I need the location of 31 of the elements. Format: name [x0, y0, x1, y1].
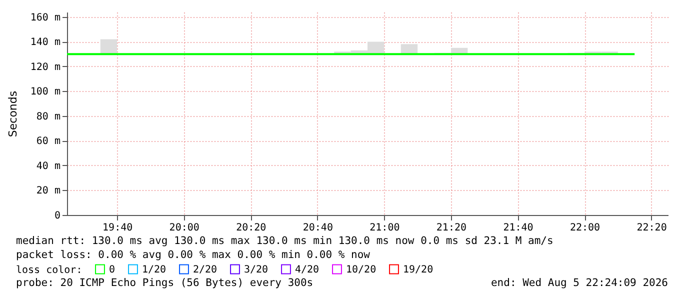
x-tick-label: 19:40 — [102, 222, 133, 234]
y-tick-label: 120 m — [30, 62, 60, 73]
x-tick-label: 21:20 — [436, 222, 467, 234]
x-tick-label: 20:20 — [236, 222, 266, 234]
x-tick-label: 20:40 — [302, 222, 333, 234]
y-tick-label: 80 m — [36, 111, 60, 122]
y-tick-label: 100 m — [30, 86, 60, 98]
text: end: Wed Aug 5 22:24:09 2026 — [490, 277, 668, 289]
text: median rtt: 130.0 ms avg 130.0 ms max 130.0 ms min 130.0 ms now 0.0 ms sd 23.1 M am/s — [16, 235, 554, 247]
legend-label: 2/20 — [193, 264, 218, 276]
legend-label: 10/20 — [346, 264, 376, 276]
y-axis-title: Seconds — [6, 90, 20, 138]
text: packet loss: 0.00 % avg 0.00 % max 0.00 % min 0.00 % now — [16, 249, 371, 261]
legend-label: 0 — [109, 264, 116, 276]
x-tick-label: 22:00 — [570, 222, 600, 234]
legend-title: loss color: — [16, 265, 82, 276]
y-tick-label: 160 m — [30, 12, 60, 24]
legend-label: 4/20 — [295, 264, 320, 276]
legend-label: 3/20 — [244, 264, 268, 276]
y-tick-label: 40 m — [36, 160, 60, 172]
y-tick-label: 0 — [54, 210, 60, 222]
legend-label: 19/20 — [403, 264, 434, 276]
x-tick-label: 21:40 — [503, 222, 534, 234]
legend-label: 1/20 — [142, 264, 166, 276]
x-tick-label: 21:00 — [370, 222, 400, 234]
x-tick-label: 20:00 — [169, 222, 200, 234]
y-tick-label: 140 m — [30, 37, 60, 48]
y-tick-label: 20 m — [36, 186, 60, 197]
x-tick-label: 22:20 — [636, 222, 667, 234]
text: probe: 20 ICMP Echo Pings (56 Bytes) every 300s — [16, 277, 314, 289]
y-tick-label: 60 m — [36, 136, 60, 148]
